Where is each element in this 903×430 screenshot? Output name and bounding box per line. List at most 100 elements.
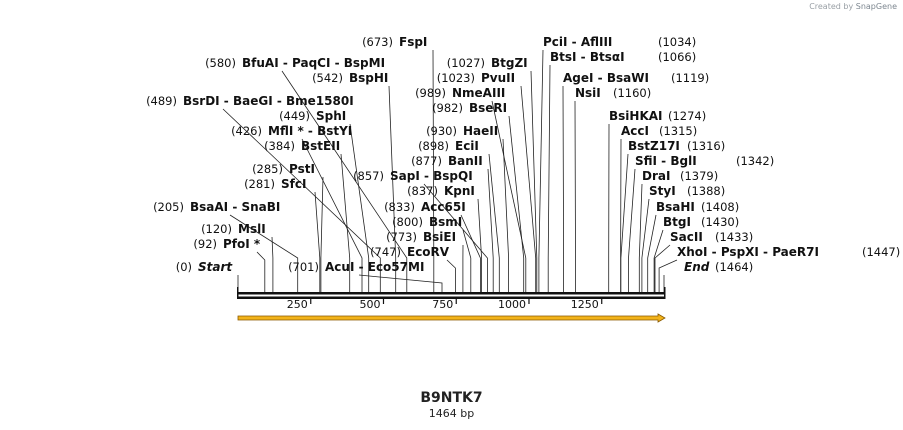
site-label: (701) AcuI - Eco57MI <box>288 260 424 274</box>
site-name: AgeI - BsaWI <box>563 71 649 85</box>
snapgene-logo-text: SnapGene <box>855 2 897 11</box>
site-label: BsaHI (1408) <box>656 200 739 214</box>
site-name: Acc65I <box>421 200 466 214</box>
site-position: (285) <box>252 162 283 176</box>
site-position: (1342) <box>736 154 774 168</box>
site-leader-line <box>547 64 551 293</box>
site-name: NsiI <box>575 86 601 100</box>
site-position: (982) <box>432 101 463 115</box>
site-name: BsiEI <box>423 230 456 244</box>
site-name: BtgI <box>663 215 691 229</box>
site-position: (1160) <box>613 86 651 100</box>
site-name: BsiHKAI <box>609 109 663 123</box>
site-name: MflI * - BstYI <box>268 124 352 138</box>
site-leader-line <box>281 70 408 293</box>
site-leader-line <box>628 168 636 293</box>
site-leader-line <box>460 214 481 293</box>
site-name: PfoI * <box>223 237 261 251</box>
site-name: SfiI - BglI <box>635 154 697 168</box>
site-name: XhoI - PspXI - PaeR7I <box>677 245 819 259</box>
site-name: EciI <box>455 139 479 153</box>
site-name: BsaHI <box>656 200 695 214</box>
site-label: AgeI - BsaWI (1119) <box>563 71 709 85</box>
site-leader-line <box>502 138 509 293</box>
bp-ruler: 250 500 750 1000 1250 <box>287 298 603 311</box>
site-label: BsiHKAI (1274) <box>609 109 706 123</box>
site-position: (0) <box>176 260 192 274</box>
site-position: (1034) <box>658 35 696 49</box>
site-position: (1316) <box>687 139 725 153</box>
site-label: (800) BsmI <box>392 215 462 229</box>
site-leader-line <box>654 244 671 293</box>
site-label: (673) FspI <box>362 35 427 49</box>
site-label: (426) MflI * - BstYI <box>231 124 352 138</box>
ruler-tick-label: 1000 <box>498 298 526 311</box>
site-label: DraI (1379) <box>642 169 718 183</box>
site-position: (489) <box>146 94 177 108</box>
site-label: (281) SfcI <box>244 177 306 191</box>
site-leader-line <box>491 100 527 293</box>
site-name: BfuAI - PaqCI - BspMI <box>242 56 385 70</box>
backbone-top-strand <box>238 292 664 295</box>
site-label: PciI - AflIII (1034) <box>543 35 696 49</box>
site-label: End (1464) <box>684 260 753 274</box>
site-position: (92) <box>193 237 217 251</box>
site-position: (747) <box>370 245 401 259</box>
ruler-tick-label: 500 <box>359 298 380 311</box>
site-leader-line <box>647 214 657 293</box>
site-leader-line <box>641 198 650 293</box>
site-leader-line <box>488 153 500 293</box>
site-name: FspI <box>399 35 427 49</box>
site-name: AccI <box>621 124 649 138</box>
site-position: (898) <box>418 139 449 153</box>
site-label: (837) KpnI <box>407 184 475 198</box>
site-name: MslI <box>238 222 266 236</box>
site-leader-line <box>222 108 381 293</box>
ruler-tick-label: 250 <box>287 298 308 311</box>
site-position: (384) <box>264 139 295 153</box>
site-name: BtsI - BtsαI <box>550 50 625 64</box>
site-leader-line <box>301 138 363 293</box>
site-name: SapI - BspQI <box>390 169 473 183</box>
backbone-start-cap <box>237 287 239 299</box>
site-label: (0) Start <box>176 260 234 274</box>
site-name: SfcI <box>281 177 306 191</box>
site-leader-line <box>520 85 537 293</box>
site-leader-line <box>340 153 351 293</box>
feature-arrow-shape[interactable] <box>237 313 666 323</box>
site-name: BanII <box>448 154 483 168</box>
ruler-tick-label: 1250 <box>571 298 599 311</box>
site-leader-line <box>487 168 494 293</box>
site-leader-line <box>446 259 456 293</box>
site-label: (1027) BtgZI <box>447 56 528 70</box>
site-name: BspHI <box>349 71 388 85</box>
site-name: BstEII <box>301 139 340 153</box>
site-name: BtgZI <box>491 56 528 70</box>
site-position: (120) <box>201 222 232 236</box>
site-label: AccI (1315) <box>621 124 697 138</box>
site-label: SacII (1433) <box>670 230 753 244</box>
backbone-end-cap <box>664 287 666 299</box>
site-position: (673) <box>362 35 393 49</box>
site-name: BseRI <box>469 101 507 115</box>
site-name: StyI <box>649 184 676 198</box>
site-position: (542) <box>312 71 343 85</box>
site-position: (426) <box>231 124 262 138</box>
site-leader-line <box>271 236 274 293</box>
site-leader-line <box>653 229 664 293</box>
site-label: BtgI (1430) <box>663 215 739 229</box>
sequence-title: B9NTK7 <box>420 390 483 406</box>
site-leader-line <box>358 274 443 293</box>
site-position: (1388) <box>687 184 725 198</box>
site-position: (833) <box>384 200 415 214</box>
site-label: (120) MslI <box>201 222 266 236</box>
site-label: (833) Acc65I <box>384 200 466 214</box>
site-label: BstZ17I (1316) <box>628 139 725 153</box>
site-name: PciI - AflIII <box>543 35 612 49</box>
site-leader-line <box>462 229 472 293</box>
site-label: (930) HaeII <box>426 124 498 138</box>
site-position: (580) <box>205 56 236 70</box>
site-leader-line <box>388 85 397 293</box>
site-position: (1274) <box>668 109 706 123</box>
